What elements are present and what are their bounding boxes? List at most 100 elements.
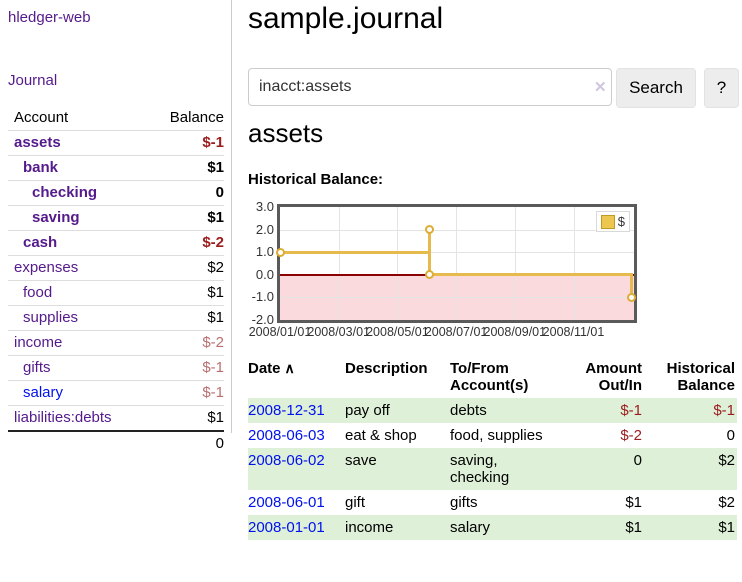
transaction-date-link[interactable]: 2008-06-03 bbox=[248, 427, 325, 444]
transaction-amount: $-2 bbox=[620, 427, 642, 444]
chart-legend: $ bbox=[595, 211, 630, 232]
account-balance: $-1 bbox=[149, 130, 224, 156]
app-title-link[interactable]: hledger-web bbox=[8, 9, 91, 26]
y-tick-label: -2.0 bbox=[251, 312, 274, 327]
x-tick-label: 2008/03/01 bbox=[307, 325, 370, 339]
transaction-date-link[interactable]: 2008-06-02 bbox=[248, 452, 325, 469]
transaction-accounts: food, supplies bbox=[450, 427, 543, 444]
col-balance: Historical Balance bbox=[666, 360, 735, 394]
account-row-income: income $-2 bbox=[8, 330, 224, 356]
transaction-balance: $-1 bbox=[713, 402, 735, 419]
account-balance: $1 bbox=[149, 405, 224, 431]
transaction-balance: $2 bbox=[718, 452, 735, 469]
account-link-supplies[interactable]: supplies bbox=[23, 309, 79, 326]
sidebar: hledger-web Journal Account Balance asse… bbox=[0, 0, 232, 456]
account-row-gifts: gifts $-1 bbox=[8, 355, 224, 381]
gridline bbox=[397, 207, 399, 320]
transaction-row[interactable]: 2008-06-02 save saving, checking 0 $2 bbox=[248, 448, 737, 490]
data-point-marker bbox=[424, 225, 434, 235]
account-balance: $1 bbox=[149, 280, 224, 306]
gridline bbox=[514, 207, 516, 320]
account-row-saving: saving $1 bbox=[8, 205, 224, 231]
transaction-accounts: debts bbox=[450, 402, 487, 419]
account-balance: $-2 bbox=[149, 330, 224, 356]
data-point-marker bbox=[627, 292, 636, 302]
legend-label: $ bbox=[617, 214, 625, 229]
account-row-assets: assets $-1 bbox=[8, 130, 224, 156]
data-point-marker bbox=[276, 247, 285, 257]
y-tick-label: 2.0 bbox=[255, 221, 274, 237]
historical-balance-chart: 3.0 2.0 1.0 0.0 -1.0 -2.0 bbox=[248, 196, 737, 346]
transaction-row[interactable]: 2008-01-01 income salary $1 $1 bbox=[248, 515, 737, 540]
account-link-cash[interactable]: cash bbox=[23, 234, 58, 251]
transaction-balance: $1 bbox=[718, 519, 735, 536]
transaction-row[interactable]: 2008-06-03 eat & shop food, supplies $-2… bbox=[248, 423, 737, 448]
accounts-col-balance: Balance bbox=[169, 109, 224, 126]
x-tick-label: 2008/05/01 bbox=[366, 325, 429, 339]
account-row-expenses: expenses $2 bbox=[8, 255, 224, 281]
transaction-date-link[interactable]: 2008-06-01 bbox=[248, 494, 325, 511]
search-button[interactable]: Search bbox=[616, 68, 696, 108]
account-link-saving[interactable]: saving bbox=[32, 209, 80, 226]
account-balance: $2 bbox=[149, 255, 224, 281]
gridline bbox=[456, 207, 458, 320]
transaction-accounts: saving, checking bbox=[450, 452, 510, 486]
account-link-expenses[interactable]: expenses bbox=[14, 259, 79, 276]
account-link-assets[interactable]: assets bbox=[14, 134, 61, 151]
account-balance: $-2 bbox=[149, 230, 224, 256]
transaction-description: income bbox=[345, 519, 394, 536]
gridline bbox=[280, 252, 634, 254]
register-table: Date ∧ Description To/From Account(s) Amo… bbox=[248, 358, 737, 540]
chart-title: Historical Balance: bbox=[248, 171, 384, 188]
col-accounts: To/From Account(s) bbox=[450, 360, 529, 394]
transaction-row[interactable]: 2008-12-31 pay off debts $-1 $-1 bbox=[248, 398, 737, 423]
series-line-segment bbox=[280, 250, 430, 254]
help-button[interactable]: ? bbox=[704, 68, 739, 108]
account-link-gifts[interactable]: gifts bbox=[23, 359, 51, 376]
search-input[interactable] bbox=[248, 68, 612, 106]
transaction-accounts: salary bbox=[450, 519, 491, 536]
transaction-amount: $1 bbox=[625, 494, 642, 511]
account-link-bank[interactable]: bank bbox=[23, 159, 59, 176]
clear-search-icon[interactable]: ✕ bbox=[594, 79, 607, 96]
account-link-salary[interactable]: salary bbox=[23, 384, 64, 401]
transaction-row[interactable]: 2008-06-01 gift gifts $1 $2 bbox=[248, 490, 737, 515]
transaction-date-link[interactable]: 2008-12-31 bbox=[248, 402, 325, 419]
transaction-amount: $1 bbox=[625, 519, 642, 536]
x-tick-label: 2008/11/01 bbox=[542, 325, 605, 339]
transaction-description: gift bbox=[345, 494, 366, 511]
transaction-amount: 0 bbox=[633, 452, 642, 469]
transaction-balance: 0 bbox=[726, 427, 735, 444]
transaction-description: save bbox=[345, 452, 377, 469]
gridline bbox=[338, 207, 340, 320]
account-link-liabilities-debts[interactable]: liabilities:debts bbox=[14, 409, 112, 426]
accounts-total-row: 0 bbox=[8, 430, 224, 456]
account-link-income[interactable]: income bbox=[14, 334, 63, 351]
account-link-food[interactable]: food bbox=[23, 284, 53, 301]
account-row-liabilities-debts: liabilities:debts $1 bbox=[8, 405, 224, 431]
data-point-marker bbox=[424, 270, 434, 280]
account-heading: assets bbox=[248, 118, 324, 148]
account-row-checking: checking 0 bbox=[8, 180, 224, 206]
account-balance: $-1 bbox=[149, 355, 224, 381]
account-row-bank: bank $1 bbox=[8, 155, 224, 181]
account-link-checking[interactable]: checking bbox=[32, 184, 98, 201]
col-amount: Amount Out/In bbox=[585, 360, 642, 394]
y-tick-label: 3.0 bbox=[255, 199, 274, 214]
account-balance: 0 bbox=[149, 180, 224, 206]
sort-ascending-icon: ∧ bbox=[284, 360, 295, 376]
transaction-description: pay off bbox=[345, 402, 390, 419]
accounts-col-account: Account bbox=[14, 109, 69, 126]
accounts-total: 0 bbox=[149, 430, 224, 456]
transaction-amount: $-1 bbox=[620, 402, 642, 419]
series-line-segment bbox=[429, 273, 633, 277]
gridline bbox=[573, 207, 575, 320]
x-tick-label: 2008/01/01 bbox=[248, 325, 312, 339]
col-date[interactable]: Date ∧ bbox=[248, 360, 295, 377]
legend-swatch-icon bbox=[600, 214, 615, 229]
account-balance: $1 bbox=[149, 305, 224, 331]
transaction-date-link[interactable]: 2008-01-01 bbox=[248, 519, 325, 536]
register-header-row: Date ∧ Description To/From Account(s) Amo… bbox=[248, 358, 737, 398]
sidebar-item-journal[interactable]: Journal bbox=[8, 72, 58, 89]
account-row-cash: cash $-2 bbox=[8, 230, 224, 256]
